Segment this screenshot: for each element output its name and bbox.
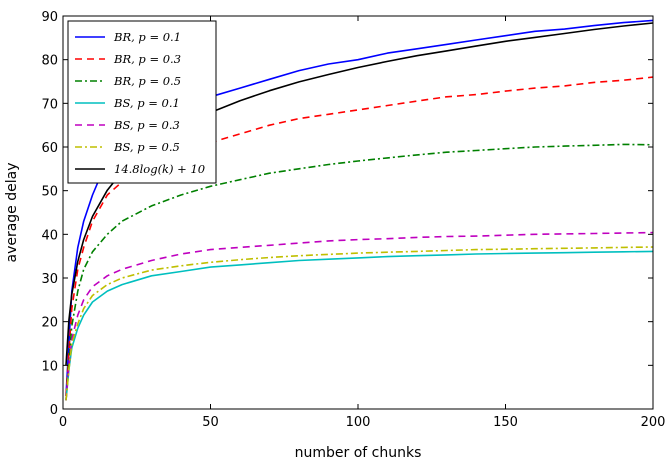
y-tick-label: 70 <box>41 97 58 112</box>
legend-label: 14.8log(k) + 10 <box>114 162 205 176</box>
series-line <box>65 231 654 401</box>
y-tick-label: 50 <box>41 185 58 200</box>
legend-label: BR, p = 0.3 <box>113 52 181 66</box>
y-tick-label: 40 <box>41 228 58 243</box>
legend-label: BS, p = 0.1 <box>113 96 180 110</box>
series-line <box>65 250 654 401</box>
legend-label: BR, p = 0.1 <box>113 30 181 44</box>
y-axis-label: average delay <box>4 162 20 262</box>
x-tick-label: 50 <box>202 415 219 430</box>
series-line <box>65 19 654 396</box>
legend-box <box>67 20 217 184</box>
y-tick-label: 0 <box>50 403 58 418</box>
series-line <box>65 246 654 401</box>
legend-label: BS, p = 0.5 <box>113 140 180 154</box>
x-tick-label: 200 <box>641 415 666 430</box>
series-line <box>65 143 654 401</box>
x-tick-label: 150 <box>493 415 518 430</box>
legend-label: BR, p = 0.5 <box>113 74 181 88</box>
x-tick-label: 0 <box>59 415 67 430</box>
series-line <box>65 22 654 366</box>
y-tick-label: 90 <box>41 10 58 25</box>
y-tick-label: 60 <box>41 141 58 156</box>
y-tick-label: 30 <box>41 272 58 287</box>
y-tick-label: 10 <box>41 359 58 374</box>
legend: BR, p = 0.1 BR, p = 0.3 BR, p = 0.5 BS, p =… <box>67 20 217 184</box>
series-lines <box>65 19 654 401</box>
y-tick-label: 80 <box>41 54 58 69</box>
y-tick-label: 20 <box>41 316 58 331</box>
legend-label: BS, p = 0.3 <box>113 118 180 132</box>
axis-ticks: 0 50 100 150 200 0 10 20 30 40 50 60 70 80 90 <box>41 10 665 430</box>
x-axis-label: number of chunks <box>295 445 422 460</box>
x-tick-label: 100 <box>346 415 371 430</box>
series-line <box>65 76 654 396</box>
